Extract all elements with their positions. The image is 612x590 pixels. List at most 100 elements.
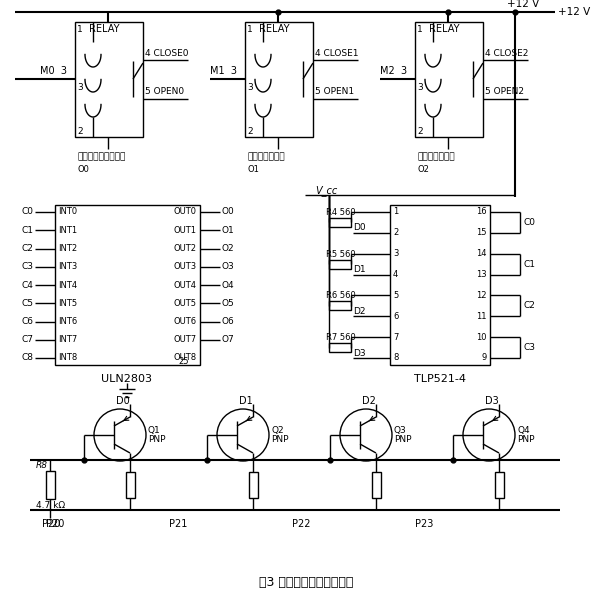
Text: C3: C3 (523, 343, 535, 352)
Text: Q2: Q2 (271, 425, 283, 434)
Text: 1: 1 (417, 25, 423, 34)
FancyBboxPatch shape (390, 205, 490, 365)
Text: OUT5: OUT5 (174, 299, 197, 308)
FancyBboxPatch shape (55, 205, 200, 365)
Text: C5: C5 (21, 299, 33, 308)
Text: OUT4: OUT4 (174, 280, 197, 290)
Text: OUT2: OUT2 (174, 244, 197, 253)
Text: C8: C8 (21, 353, 33, 362)
Text: INT6: INT6 (58, 317, 77, 326)
FancyBboxPatch shape (329, 343, 351, 352)
Text: C1: C1 (21, 226, 33, 235)
Text: INT8: INT8 (58, 353, 77, 362)
Text: OUT6: OUT6 (174, 317, 197, 326)
Text: O7: O7 (222, 335, 235, 344)
Text: 5 OPEN2: 5 OPEN2 (485, 87, 524, 97)
Text: P21: P21 (169, 519, 187, 529)
Text: P22: P22 (292, 519, 310, 529)
Text: 4 CLOSE1: 4 CLOSE1 (315, 48, 359, 57)
Text: D2: D2 (362, 396, 376, 406)
Text: INT2: INT2 (58, 244, 77, 253)
Text: D3: D3 (485, 396, 499, 406)
Text: O6: O6 (222, 317, 235, 326)
Text: INT7: INT7 (58, 335, 77, 344)
Text: PNP: PNP (148, 435, 165, 444)
Text: OUT3: OUT3 (174, 262, 197, 271)
Text: O0: O0 (77, 165, 89, 173)
Text: O2: O2 (222, 244, 234, 253)
Text: R6 560: R6 560 (326, 291, 356, 300)
Text: 1: 1 (393, 208, 398, 217)
Text: O1: O1 (247, 165, 259, 173)
Text: PNP: PNP (517, 435, 534, 444)
Text: INT1: INT1 (58, 226, 77, 235)
Text: 4 CLOSE0: 4 CLOSE0 (145, 48, 188, 57)
Text: D3: D3 (353, 349, 365, 358)
Text: Q3: Q3 (394, 425, 407, 434)
Text: V_cc: V_cc (315, 185, 337, 196)
Text: OUT1: OUT1 (174, 226, 197, 235)
Text: +12 V: +12 V (558, 7, 590, 17)
Text: 11: 11 (477, 312, 487, 321)
Text: D0: D0 (353, 224, 365, 232)
Text: INT5: INT5 (58, 299, 77, 308)
Text: 2: 2 (393, 228, 398, 237)
Text: 14: 14 (477, 249, 487, 258)
Text: 2: 2 (417, 126, 423, 136)
Text: 16: 16 (476, 208, 487, 217)
Text: RELAY: RELAY (259, 24, 289, 34)
FancyBboxPatch shape (75, 22, 143, 137)
FancyBboxPatch shape (494, 472, 504, 498)
Text: ULN2803: ULN2803 (102, 374, 152, 384)
Text: C0: C0 (21, 208, 33, 217)
Text: C2: C2 (21, 244, 33, 253)
FancyBboxPatch shape (329, 301, 351, 310)
FancyBboxPatch shape (125, 472, 135, 498)
Text: 3: 3 (417, 83, 423, 91)
Text: P20: P20 (42, 519, 61, 529)
Text: 5 OPEN1: 5 OPEN1 (315, 87, 354, 97)
Text: PNP: PNP (394, 435, 411, 444)
Text: 2: 2 (77, 126, 83, 136)
Text: INT0: INT0 (58, 208, 77, 217)
Text: 图3 继电器控制模块电路图: 图3 继电器控制模块电路图 (259, 575, 353, 588)
Text: C2: C2 (523, 301, 535, 310)
Text: 10: 10 (477, 333, 487, 342)
Text: M2  3: M2 3 (380, 66, 407, 76)
Text: O2: O2 (417, 165, 429, 173)
Text: M1  3: M1 3 (210, 66, 237, 76)
Text: 8: 8 (393, 353, 398, 362)
Text: INT3: INT3 (58, 262, 77, 271)
Text: 15: 15 (477, 228, 487, 237)
Text: O1: O1 (222, 226, 235, 235)
Text: C0: C0 (523, 218, 535, 227)
FancyBboxPatch shape (45, 471, 54, 499)
Text: 5 OPEN0: 5 OPEN0 (145, 87, 184, 97)
FancyBboxPatch shape (245, 22, 313, 137)
Text: 1: 1 (247, 25, 253, 34)
Text: D1: D1 (239, 396, 253, 406)
Text: 4: 4 (393, 270, 398, 279)
Text: D2: D2 (353, 307, 365, 316)
Text: 12: 12 (477, 291, 487, 300)
Text: 2: 2 (247, 126, 253, 136)
Text: 6: 6 (393, 312, 398, 321)
Text: 9: 9 (482, 353, 487, 362)
Text: +12 V: +12 V (507, 0, 539, 9)
Text: 4 CLOSE2: 4 CLOSE2 (485, 48, 528, 57)
Text: O4: O4 (222, 280, 234, 290)
Text: R7 560: R7 560 (326, 333, 356, 342)
Text: M0  3: M0 3 (40, 66, 67, 76)
Text: PNP: PNP (271, 435, 288, 444)
Text: 3: 3 (77, 83, 83, 91)
FancyBboxPatch shape (371, 472, 381, 498)
Text: OUT0: OUT0 (174, 208, 197, 217)
Text: OUT8: OUT8 (174, 353, 197, 362)
FancyBboxPatch shape (329, 218, 351, 227)
Text: 接空调致冷开关: 接空调致冷开关 (247, 152, 285, 162)
Text: INT4: INT4 (58, 280, 77, 290)
Text: C6: C6 (21, 317, 33, 326)
Text: Q4: Q4 (517, 425, 529, 434)
Text: 3: 3 (393, 249, 398, 258)
Text: 25: 25 (178, 356, 188, 365)
